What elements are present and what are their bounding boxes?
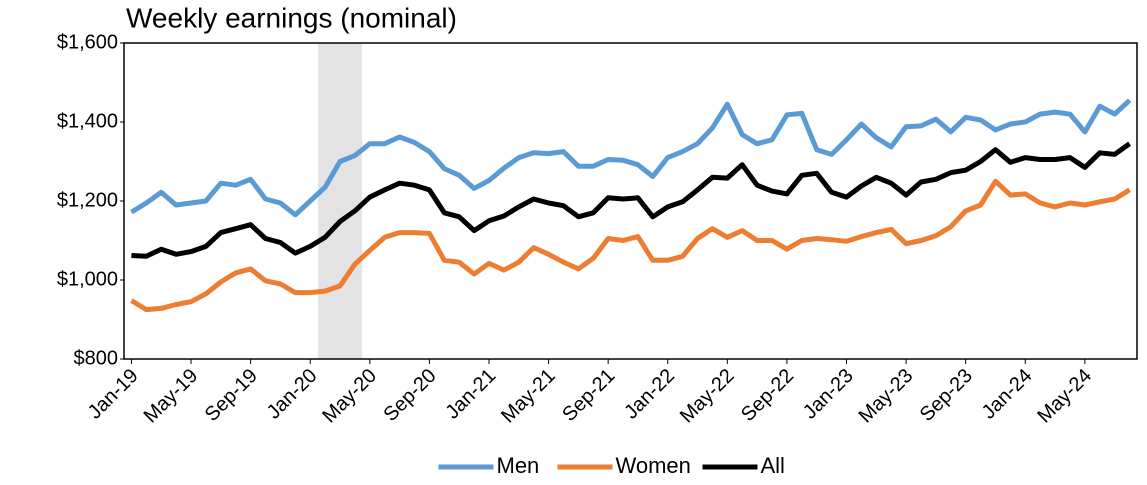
legend-label: Women [616, 453, 691, 478]
series-line [130, 98, 1132, 218]
x-tick-label: Sep-19 [201, 365, 262, 426]
x-tick-label: May-21 [497, 365, 560, 428]
x-tick-label: Jan-20 [263, 365, 322, 424]
series-line [131, 141, 1132, 259]
x-tick-label: Sep-23 [916, 365, 977, 426]
y-tick-label: $1,000 [57, 268, 118, 290]
x-tick-label: Sep-22 [737, 365, 798, 426]
x-tick-label: Jan-21 [441, 365, 500, 424]
chart-title: Weekly earnings (nominal) [126, 2, 457, 33]
x-tick-label: Jan-19 [84, 365, 143, 424]
y-tick-label: $1,600 [57, 31, 118, 53]
series-line [130, 178, 1131, 313]
x-tick-label: Sep-20 [379, 365, 440, 426]
x-tick-label: Jan-22 [620, 365, 679, 424]
x-tick-label: Jan-23 [799, 365, 858, 424]
x-tick-label: May-22 [676, 365, 739, 428]
x-tick-label: May-19 [140, 365, 203, 428]
y-tick-label: $1,200 [57, 189, 118, 211]
x-tick-label: May-24 [1033, 365, 1096, 428]
x-tick-label: May-23 [855, 365, 918, 428]
x-tick-label: Jan-24 [978, 365, 1037, 424]
recession-shade [318, 43, 362, 359]
y-tick-label: $800 [74, 347, 119, 369]
legend-label: Men [497, 453, 540, 478]
legend-label: All [761, 453, 785, 478]
x-tick-label: Sep-21 [558, 365, 619, 426]
y-tick-label: $1,400 [57, 110, 118, 132]
x-tick-label: May-20 [318, 365, 381, 428]
